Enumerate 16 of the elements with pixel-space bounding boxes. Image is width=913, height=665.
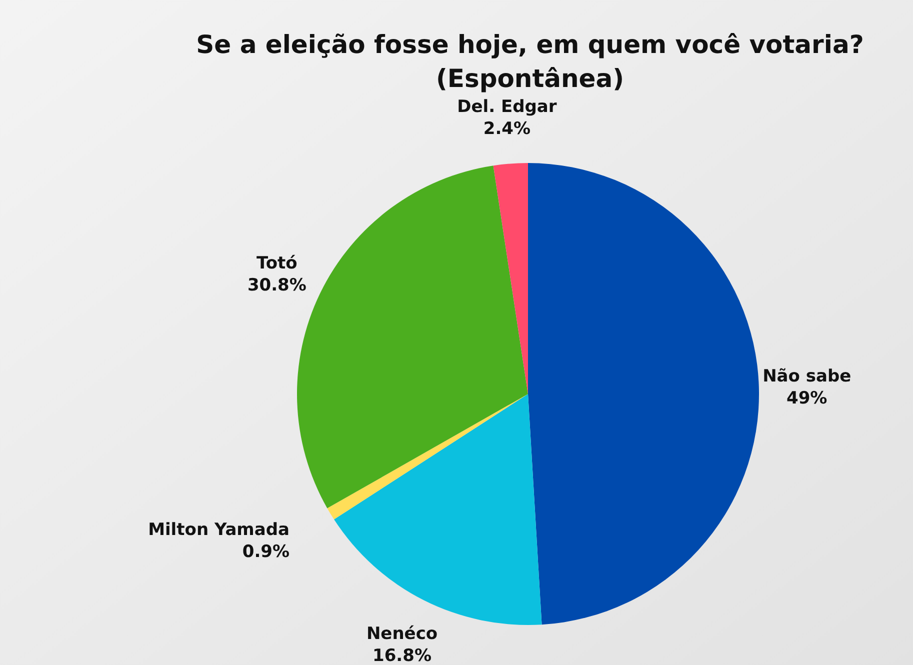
pie-slice	[334, 394, 542, 625]
chart-subtitle: (Espontânea)	[436, 64, 624, 93]
slice-label: Totó	[256, 253, 298, 274]
pie-slice	[528, 163, 759, 625]
data-label: 16.8%	[372, 646, 432, 665]
data-label: 49%	[786, 388, 828, 409]
slice-label: Del. Edgar	[457, 96, 558, 117]
slice-label: Milton Yamada	[148, 520, 290, 540]
slice-label: Nenéco	[366, 624, 438, 644]
pie-slice	[327, 394, 528, 520]
pie-slice	[493, 163, 528, 394]
data-label: 30.8%	[247, 275, 306, 296]
data-label: 0.9%	[242, 542, 290, 562]
slice-label: Não sabe	[762, 366, 852, 387]
chart-title: Se a eleição fosse hoje, em quem você votaria?	[196, 30, 864, 59]
data-label: 2.4%	[483, 118, 531, 139]
